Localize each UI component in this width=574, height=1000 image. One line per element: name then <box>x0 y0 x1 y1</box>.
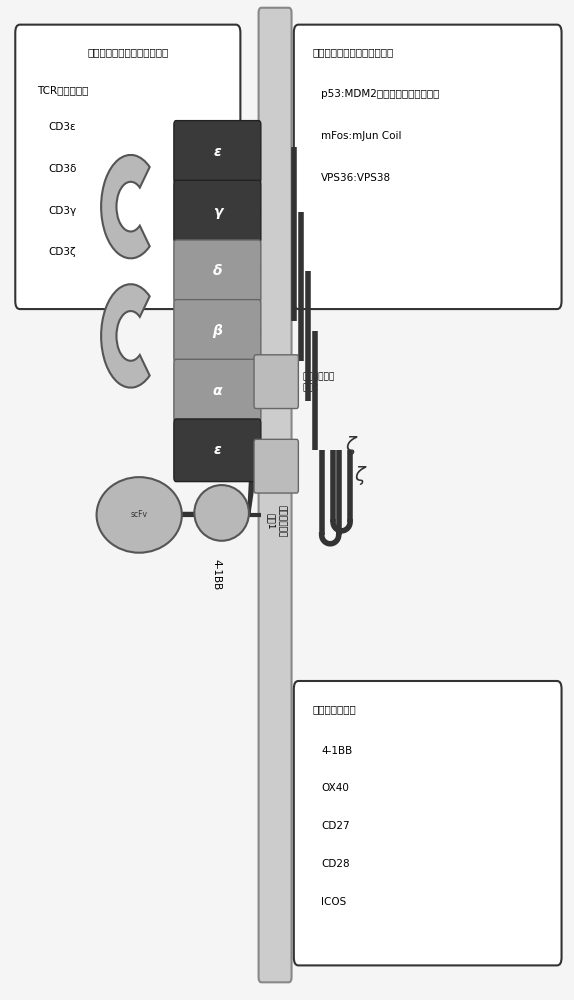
Text: CD3ε: CD3ε <box>48 122 76 132</box>
Text: p53:MDM2（也可以是可开关的）: p53:MDM2（也可以是可开关的） <box>321 89 440 99</box>
FancyBboxPatch shape <box>174 121 261 183</box>
Text: γ: γ <box>212 205 222 219</box>
Text: 异源二聚化结
构域2: 异源二聚化结 构域2 <box>302 372 335 391</box>
FancyBboxPatch shape <box>294 681 561 965</box>
Text: 共刺激结构域：: 共刺激结构域： <box>313 704 356 714</box>
Text: 4-1BB: 4-1BB <box>211 559 221 590</box>
Text: CD27: CD27 <box>321 821 350 831</box>
Text: mFos:mJun Coil: mFos:mJun Coil <box>321 131 402 141</box>
Wedge shape <box>101 155 150 258</box>
FancyBboxPatch shape <box>174 240 261 303</box>
Wedge shape <box>101 284 150 388</box>
FancyBboxPatch shape <box>174 359 261 422</box>
FancyBboxPatch shape <box>174 180 261 243</box>
Ellipse shape <box>96 477 182 553</box>
Ellipse shape <box>195 485 249 541</box>
Text: ε: ε <box>214 443 221 457</box>
Text: scFv: scFv <box>131 510 148 519</box>
Text: CD3ζ: CD3ζ <box>48 247 76 257</box>
Text: δ: δ <box>212 264 222 278</box>
Text: CD3δ: CD3δ <box>48 164 76 174</box>
Text: ICOS: ICOS <box>321 897 346 907</box>
Text: CD3γ: CD3γ <box>48 206 76 216</box>
FancyBboxPatch shape <box>254 439 298 493</box>
Text: TCR蛋白融合：: TCR蛋白融合： <box>37 85 88 95</box>
Text: ζ: ζ <box>346 436 356 455</box>
Text: 异源二聚化结
构域1: 异源二聚化结 构域1 <box>266 505 286 537</box>
Text: α: α <box>212 384 222 398</box>
Text: ζ: ζ <box>354 466 364 485</box>
FancyBboxPatch shape <box>254 355 298 409</box>
Text: 代表性异源二聚化结构域对：: 代表性异源二聚化结构域对： <box>313 48 394 58</box>
Text: ε: ε <box>214 145 221 159</box>
Text: 4-1BB: 4-1BB <box>321 746 352 756</box>
Text: CD28: CD28 <box>321 859 350 869</box>
FancyBboxPatch shape <box>15 25 241 309</box>
FancyBboxPatch shape <box>294 25 561 309</box>
FancyBboxPatch shape <box>174 419 261 482</box>
FancyBboxPatch shape <box>258 8 292 982</box>
Text: 异源二聚化结构域可以与任何: 异源二聚化结构域可以与任何 <box>87 48 168 58</box>
Text: β: β <box>212 324 222 338</box>
Text: OX40: OX40 <box>321 783 349 793</box>
FancyBboxPatch shape <box>174 300 261 362</box>
Text: VPS36:VPS38: VPS36:VPS38 <box>321 173 391 183</box>
